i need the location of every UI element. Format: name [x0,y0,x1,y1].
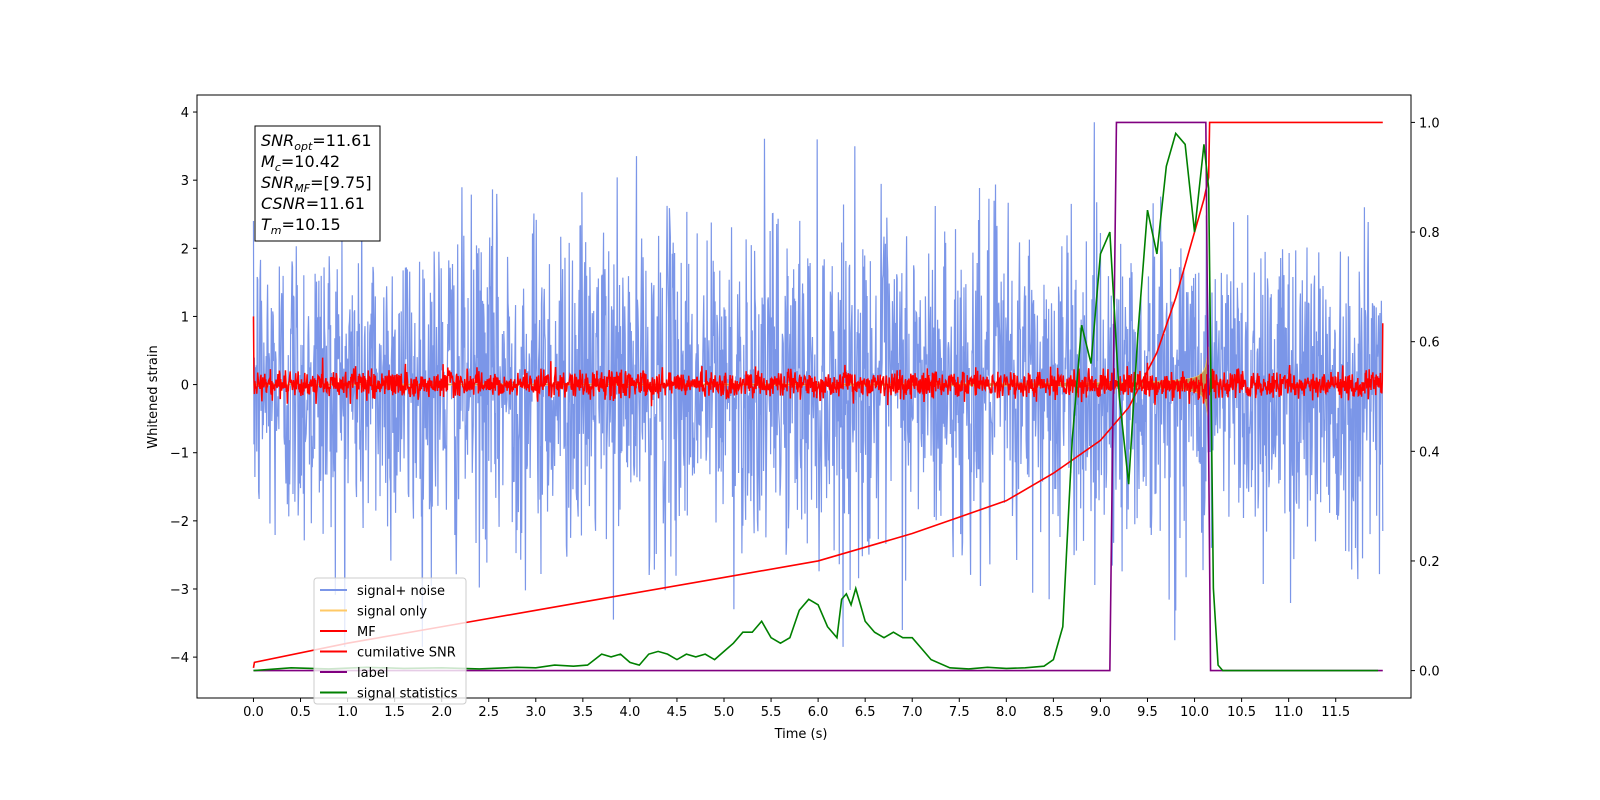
x-tick-label: 3.5 [573,705,594,720]
series-layer [252,121,1384,672]
legend-frame [313,577,467,705]
y-left-tick-label: 1 [181,310,189,325]
y-right-tick-label: 0.4 [1419,445,1440,460]
y-right-tick-label: 0.8 [1419,226,1440,241]
x-tick-label: 7.0 [902,705,923,720]
y-right-tick-label: 0.0 [1419,665,1440,680]
x-tick-label: 0.5 [290,705,311,720]
y-axis-right: 1.0 0.8 0.6 0.4 0.2 0.0 [1411,116,1440,680]
y-left-tick-label: −4 [170,651,189,666]
info-line: SNRopt=11.61 [261,131,372,153]
x-tick-label: 7.5 [949,705,970,720]
y-left-tick-label: 2 [181,242,189,257]
x-tick-label: 4.5 [667,705,688,720]
y-left-tick-label: 4 [181,106,189,121]
legend-label: signal+ noise [357,584,445,599]
info-line: Tm=10.15 [261,215,341,237]
info-box-frame [254,125,381,242]
x-tick-label: 11.5 [1321,705,1350,720]
x-tick-label: 0.0 [243,705,264,720]
y-left-tick-label: −1 [170,447,189,462]
legend-label: signal only [357,605,427,620]
x-tick-label: 8.0 [996,705,1017,720]
x-tick-label: 2.5 [478,705,499,720]
y-left-tick-label: 0 [181,379,189,394]
info-line: SNRMF=[9.75] [261,173,372,195]
y-axis-label: Whitened strain [146,345,161,448]
x-axis: 0.0 0.5 1.0 1.5 2.0 2.5 3.0 3.5 4.0 4.5 5.0 5.5 6.0 6… [243,698,1350,720]
legend-label: signal statistics [357,687,458,702]
info-line: Mc=10.42 [261,152,340,174]
x-tick-label: 10.5 [1227,705,1256,720]
x-tick-label: 5.5 [761,705,782,720]
x-tick-label: 11.0 [1274,705,1303,720]
info-box: SNRopt=11.61Mc=10.42SNRMF=[9.75]CSNR=11.… [254,125,381,242]
y-axis-left: 4 3 2 1 0 −1 −2 −3 −4 [170,106,197,666]
x-axis-label: Time (s) [774,727,828,742]
y-left-tick-label: 3 [181,174,189,189]
y-right-tick-label: 0.6 [1419,336,1440,351]
x-tick-label: 6.0 [808,705,829,720]
info-line: CSNR=11.61 [261,194,365,213]
x-tick-label: 8.5 [1043,705,1064,720]
x-tick-label: 1.0 [337,705,358,720]
y-right-tick-label: 1.0 [1419,116,1440,131]
y-right-tick-label: 0.2 [1419,555,1440,570]
y-left-tick-label: −2 [170,515,189,530]
x-tick-label: 9.0 [1090,705,1111,720]
x-tick-label: 6.5 [855,705,876,720]
y-left-tick-label: −3 [170,583,189,598]
x-tick-label: 4.0 [620,705,641,720]
series-signal-noise-line [252,122,1384,647]
series-mf-line [252,316,1384,407]
x-tick-label: 10.0 [1180,705,1209,720]
x-tick-label: 1.5 [384,705,405,720]
x-tick-label: 9.5 [1137,705,1158,720]
x-tick-label: 3.0 [525,705,546,720]
legend-label: cumilative SNR [357,646,456,661]
plot-frame [196,94,1412,699]
legend-label: MF [357,625,376,640]
x-tick-label: 5.0 [714,705,735,720]
legend: signal+ noise signal only MF cumilative SNR… [313,577,467,705]
x-tick-label: 2.0 [431,705,452,720]
legend-label: label [357,666,388,681]
